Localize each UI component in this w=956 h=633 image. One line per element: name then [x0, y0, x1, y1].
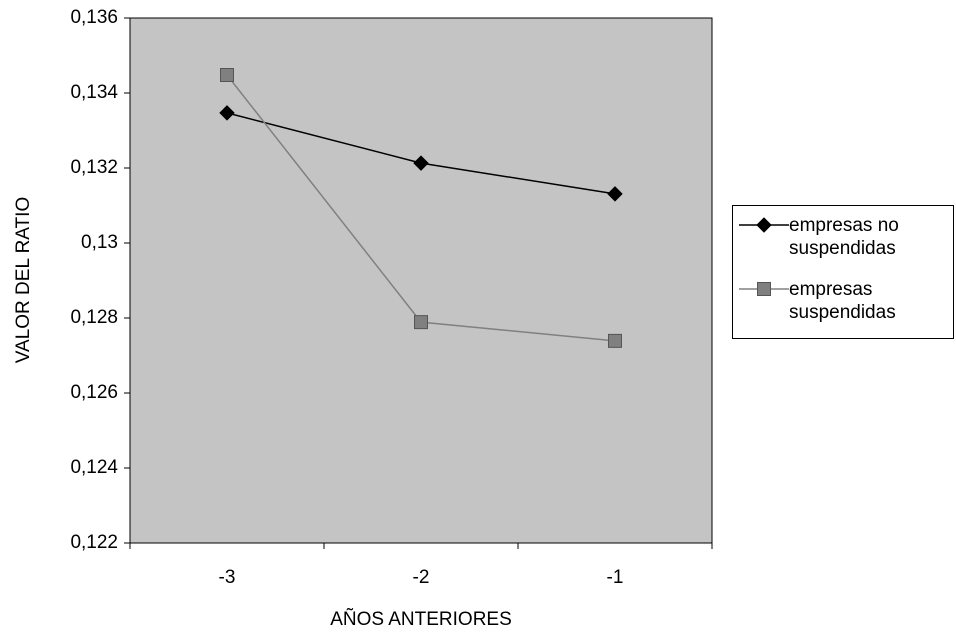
legend: empresas no suspendidas empresas suspendi…	[732, 205, 954, 339]
x-tick-label: -1	[607, 567, 624, 588]
y-tick-label: 0,128	[70, 307, 118, 328]
legend-marker	[757, 282, 771, 296]
legend-label: empresas no suspendidas	[789, 215, 899, 259]
y-tick-label: 0,126	[70, 382, 118, 403]
y-tick-label: 0,136	[70, 7, 118, 28]
legend-swatch	[739, 217, 789, 233]
y-tick-label: 0,124	[70, 457, 118, 478]
data-point	[608, 333, 622, 348]
legend-label: empresas suspendidas	[789, 279, 896, 323]
y-tick-label: 0,134	[70, 82, 118, 103]
data-point	[219, 105, 235, 121]
x-tick-label: -2	[413, 567, 430, 588]
data-point	[413, 155, 429, 171]
y-axis-title: VALOR DEL RATIO	[13, 197, 34, 363]
y-tick-label: 0,122	[70, 532, 118, 553]
data-point	[414, 315, 428, 330]
plot-area	[129, 17, 713, 544]
legend-marker	[756, 217, 772, 233]
x-tick-label: -3	[219, 567, 236, 588]
y-tick-label: 0,13	[81, 232, 118, 253]
x-axis-title: AÑOS ANTERIORES	[330, 608, 512, 630]
y-tick-label: 0,132	[70, 157, 118, 178]
data-point	[220, 68, 234, 82]
legend-swatch	[739, 282, 789, 296]
data-point	[607, 186, 623, 202]
